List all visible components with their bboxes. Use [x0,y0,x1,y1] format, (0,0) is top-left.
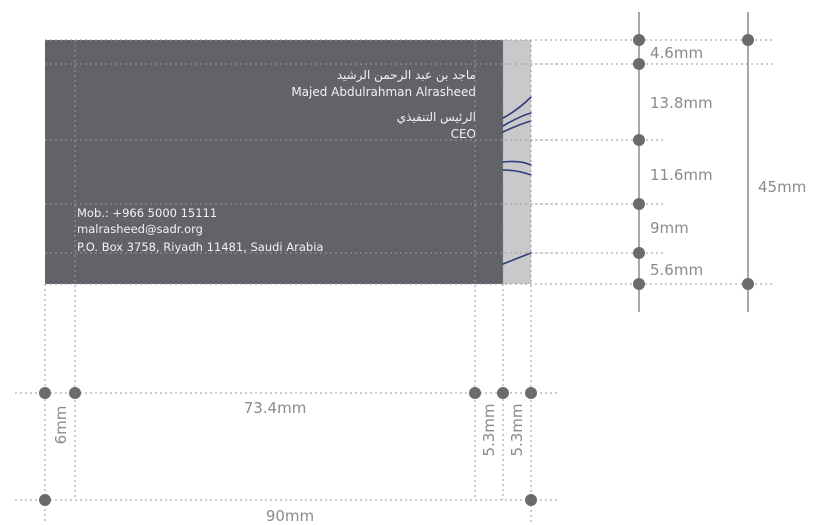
dim-label-bleed: 5.3mm [508,403,526,456]
dim-label-contact-block: 9mm [650,219,689,237]
dim-label-name-block: 13.8mm [650,94,713,112]
dimension-dot [742,278,754,290]
dimension-dot [469,387,481,399]
vertical-dimensions: 4.6mm 13.8mm 11.6mm 9mm 5.6mm 45mm [531,12,806,312]
dim-label-top-margin: 4.6mm [650,44,703,62]
title-arabic: الرئيس التنفيذي [397,110,476,125]
dim-label-total-height: 45mm [758,178,806,196]
mobile-number: Mob.: +966 5000 15111 [77,206,217,220]
dim-label-total-width: 90mm [266,507,314,525]
title-english: CEO [451,127,476,141]
dimension-dot [633,34,645,46]
dim-label-bottom-margin: 5.6mm [650,261,703,279]
dimension-dot [633,278,645,290]
card-face [45,40,503,284]
postal-address: P.O. Box 3758, Riyadh 11481, Saudi Arabi… [77,240,323,254]
dimension-dot [525,387,537,399]
dim-label-content-width: 73.4mm [244,399,307,417]
dim-label-left-margin: 6mm [52,406,70,445]
dimension-dot [633,198,645,210]
dim-label-middle-space: 11.6mm [650,166,713,184]
dimension-dot [525,494,537,506]
business-card: ماجد بن عبد الرحمن الرشيد Majed Abdulrah… [45,39,560,285]
horizontal-dimensions: 73.4mm 90mm 6mm 5.3mm 5.3mm [15,40,558,525]
dimension-dot [39,494,51,506]
name-english: Majed Abdulrahman Alrasheed [291,85,476,99]
dimension-dot [497,387,509,399]
flourish-graphic [502,96,532,265]
dim-label-right-margin: 5.3mm [480,403,498,456]
dimension-dot [633,247,645,259]
dimension-dot [39,387,51,399]
dimension-dot [742,34,754,46]
dimension-dot [69,387,81,399]
dimension-dot [633,134,645,146]
email-address: malrasheed@sadr.org [77,222,203,236]
name-arabic: ماجد بن عبد الرحمن الرشيد [337,68,476,83]
dimension-dot [633,58,645,70]
